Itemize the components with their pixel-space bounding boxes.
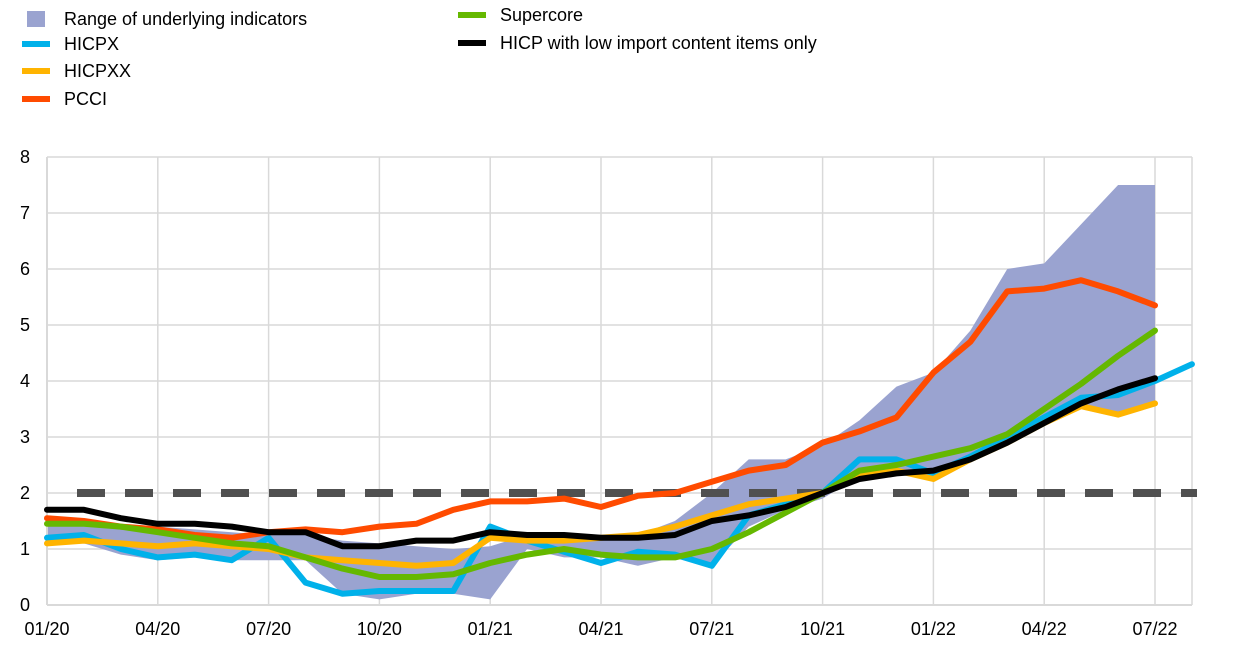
x-tick-label: 07/20	[246, 619, 291, 639]
legend-item-hicpx: HICPX	[20, 31, 119, 57]
legend-swatch-low-import	[458, 40, 486, 46]
legend-label: HICP with low import content items only	[500, 32, 817, 53]
y-tick-label: 3	[20, 427, 30, 447]
legend-swatch-hicpxx	[22, 68, 50, 74]
y-tick-label: 4	[20, 371, 30, 391]
y-tick-label: 7	[20, 203, 30, 223]
y-tick-label: 2	[20, 483, 30, 503]
legend-label: PCCI	[64, 88, 108, 109]
y-tick-label: 0	[20, 595, 30, 615]
legend-swatch-pcci	[22, 96, 50, 102]
legend-label: HICPX	[64, 33, 120, 54]
legend-label: Supercore	[500, 4, 584, 25]
x-tick-label: 04/22	[1022, 619, 1067, 639]
legend-item-supercore: Supercore	[456, 2, 583, 28]
x-tick-label: 01/22	[911, 619, 956, 639]
x-tick-label: 01/21	[468, 619, 513, 639]
legend-swatch-range	[27, 11, 45, 27]
series-line-supercore	[44, 327, 1158, 580]
x-tick-label: 04/20	[135, 619, 180, 639]
legend-swatch-supercore	[458, 12, 486, 18]
x-tick-label: 10/20	[357, 619, 402, 639]
legend-item-range: Range of underlying indicators	[20, 6, 307, 32]
legend-item-low-import: HICP with low import content items only	[456, 30, 817, 56]
legend-swatch-hicpx	[22, 41, 50, 47]
legend-item-hicpxx: HICPXX	[20, 58, 131, 84]
x-tick-label: 10/21	[800, 619, 845, 639]
legend-label: HICPXX	[64, 60, 132, 81]
y-tick-label: 8	[20, 147, 30, 167]
x-tick-label: 01/20	[24, 619, 69, 639]
x-tick-label: 04/21	[578, 619, 623, 639]
legend-item-pcci: PCCI	[20, 86, 107, 112]
y-tick-label: 6	[20, 259, 30, 279]
series-line-hicp-with-low-import-content-items-only	[44, 375, 1158, 550]
y-tick-label: 5	[20, 315, 30, 335]
legend-label: Range of underlying indicators	[64, 8, 308, 29]
x-tick-label: 07/21	[689, 619, 734, 639]
x-tick-label: 07/22	[1132, 619, 1177, 639]
series-line-pcci	[44, 277, 1158, 541]
y-tick-label: 1	[20, 539, 30, 559]
